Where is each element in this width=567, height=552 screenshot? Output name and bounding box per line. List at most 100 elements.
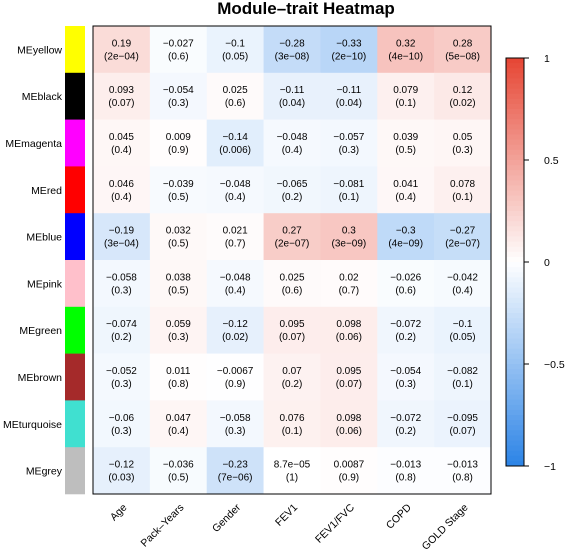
colorbar-segment — [506, 68, 524, 74]
colorbar-segment — [506, 175, 524, 181]
heatmap-cell — [377, 166, 435, 214]
colorbar-segment — [506, 226, 524, 232]
colorbar-segment — [506, 277, 524, 283]
cell-correlation: 0.02 — [339, 272, 359, 283]
cell-correlation: −0.072 — [390, 413, 421, 424]
heatmap-cell — [377, 26, 435, 74]
cell-correlation: 0.098 — [336, 319, 361, 330]
colorbar-segment — [506, 251, 524, 258]
cell-correlation: 0.038 — [166, 272, 191, 283]
cell-pvalue: (0.3) — [111, 285, 132, 296]
colorbar-segment — [506, 190, 524, 197]
colorbar-segment — [506, 114, 524, 120]
colorbar-segment — [506, 328, 524, 334]
cell-pvalue: (0.2) — [111, 332, 132, 343]
colorbar-segment — [506, 409, 524, 416]
colorbar-segment — [506, 262, 524, 268]
colorbar-segment — [506, 73, 524, 79]
cell-correlation: −0.013 — [390, 460, 421, 471]
colorbar-tick-label: 0.5 — [544, 155, 559, 167]
cell-correlation: −0.058 — [106, 272, 137, 283]
cell-correlation: 0.076 — [279, 413, 304, 424]
cell-pvalue: (0.04) — [336, 98, 362, 109]
cell-pvalue: (0.6) — [282, 285, 303, 296]
cell-pvalue: (0.5) — [168, 473, 189, 484]
cell-correlation: 0.079 — [393, 85, 418, 96]
cell-pvalue: (4e−09) — [388, 239, 423, 250]
cell-correlation: 0.095 — [279, 319, 304, 330]
colorbar-segment — [506, 364, 524, 370]
heatmap-cell — [434, 306, 492, 354]
colorbar-segment — [506, 139, 524, 146]
heatmap-cell — [377, 353, 435, 401]
cell-correlation: 0.046 — [109, 179, 134, 190]
cell-pvalue: (0.4) — [452, 285, 473, 296]
colorbar-segment — [506, 103, 524, 110]
cell-pvalue: (0.8) — [168, 379, 189, 390]
cell-pvalue: (0.7) — [339, 285, 360, 296]
cell-correlation: 0.041 — [393, 179, 418, 190]
cell-pvalue: (0.3) — [339, 145, 360, 156]
cell-correlation: 0.045 — [109, 132, 134, 143]
cell-pvalue: (0.06) — [336, 426, 362, 437]
colorbar-segment — [506, 267, 524, 273]
cell-pvalue: (0.5) — [168, 239, 189, 250]
colorbar-segment — [506, 129, 524, 135]
colorbar-segment — [506, 246, 524, 253]
colorbar-segment — [506, 425, 524, 431]
cell-pvalue: (0.3) — [395, 379, 416, 390]
cell-correlation: 0.059 — [166, 319, 191, 330]
cell-correlation: 0.27 — [282, 226, 302, 237]
cell-correlation: 0.039 — [393, 132, 418, 143]
cell-correlation: −0.14 — [222, 132, 248, 143]
heatmap-cell — [93, 119, 151, 167]
colorbar-segment — [506, 170, 524, 176]
heatmap-cell — [93, 26, 151, 74]
cell-correlation: 0.05 — [453, 132, 473, 143]
heatmap-cell — [206, 26, 264, 74]
cell-correlation: −0.095 — [447, 413, 478, 424]
module-swatch — [65, 72, 85, 120]
cell-pvalue: (0.4) — [395, 192, 416, 203]
cell-pvalue: (0.03) — [108, 473, 134, 484]
cell-pvalue: (0.07) — [279, 332, 305, 343]
cell-correlation: 8.7e−05 — [274, 460, 311, 471]
heatmap-cell — [149, 400, 208, 448]
cell-correlation: −0.048 — [220, 272, 251, 283]
cell-correlation: 0.095 — [336, 366, 361, 377]
cell-pvalue: (0.8) — [395, 473, 416, 484]
heatmap-cell — [434, 213, 492, 261]
heatmap-cell — [149, 26, 208, 74]
heatmap-cell — [377, 260, 435, 308]
colorbar-segment — [506, 415, 524, 421]
colorbar-segment — [506, 282, 524, 288]
colorbar-segment — [506, 353, 524, 360]
cell-pvalue: (0.1) — [339, 192, 360, 203]
colorbar-segment — [506, 149, 524, 156]
colorbar-segment — [506, 58, 524, 64]
colorbar-segment — [506, 399, 524, 406]
heatmap-cell — [93, 166, 151, 214]
cell-pvalue: (0.2) — [395, 332, 416, 343]
cell-pvalue: (0.6) — [395, 285, 416, 296]
heatmap-cell — [320, 260, 378, 308]
row-label: MEblack — [22, 91, 63, 103]
heatmap-cell — [206, 213, 264, 261]
cell-correlation: −0.072 — [390, 319, 421, 330]
cell-correlation: −0.054 — [163, 85, 194, 96]
cell-correlation: −0.06 — [109, 413, 135, 424]
colorbar-segment — [506, 297, 524, 304]
colorbar-segment — [506, 256, 524, 263]
cell-correlation: −0.11 — [280, 85, 305, 96]
cell-correlation: 0.0087 — [334, 460, 365, 471]
colorbar-tick-label: 0 — [544, 257, 550, 269]
colorbar-segment — [506, 154, 524, 161]
heatmap-cell — [434, 119, 492, 167]
cell-correlation: −0.048 — [277, 132, 308, 143]
colorbar-segment — [506, 455, 524, 462]
module-color-swatches — [65, 26, 85, 495]
heatmap-cell — [206, 166, 264, 214]
cell-correlation: −0.074 — [106, 319, 137, 330]
cell-correlation: −0.013 — [447, 460, 478, 471]
